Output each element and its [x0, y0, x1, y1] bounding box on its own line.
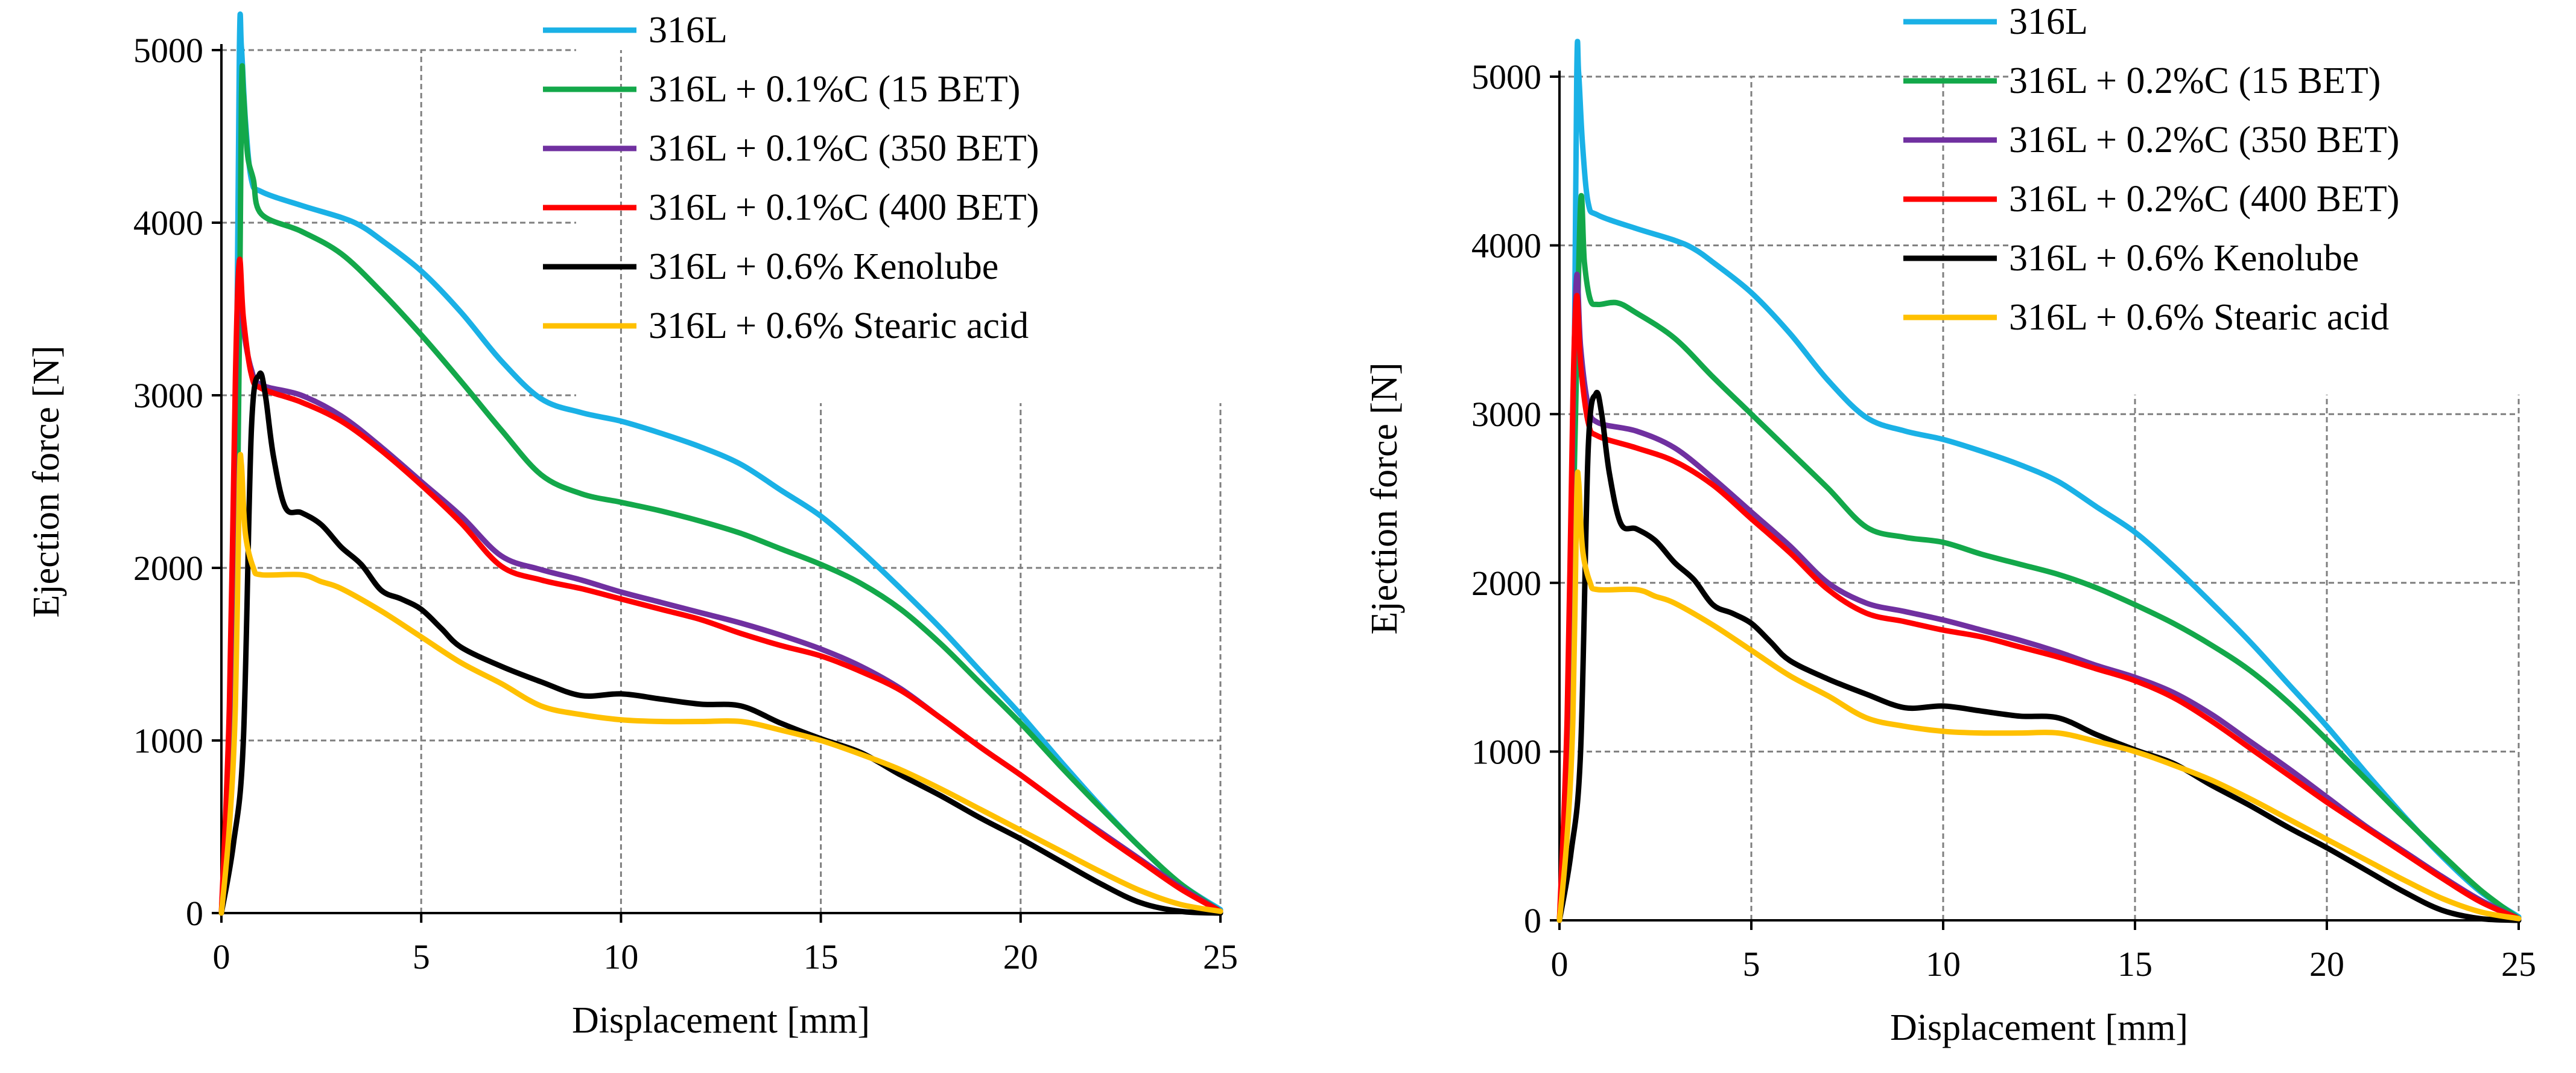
x-tick-label: 10 — [1926, 944, 1961, 984]
series-line — [218, 256, 1223, 916]
x-tick-label: 15 — [2118, 944, 2152, 984]
legend-label: 316L — [649, 10, 728, 51]
y-tick-label: 4000 — [133, 203, 203, 243]
legend: 316L 316L + 0.2%C (15 BET) 316L + 0.2%C (3… — [1903, 1, 2399, 338]
series-line — [1556, 293, 2522, 923]
y-tick-label: 3000 — [133, 376, 203, 415]
legend-label: 316L + 0.2%C (350 BET) — [2009, 119, 2399, 161]
series-line — [1556, 469, 2522, 923]
y-tick-label: 3000 — [1471, 395, 1541, 434]
series-lines — [1556, 39, 2522, 923]
series-line — [1556, 193, 2522, 923]
chart-left: 0 5 10 15 20 25 0 1000 2000 3000 4000 5000 Displacem… — [26, 10, 1238, 1041]
series-line — [218, 11, 1223, 916]
y-axis-label: Ejection force [N] — [26, 346, 67, 618]
series-line — [218, 261, 1223, 916]
y-tick-label: 0 — [1524, 901, 1541, 940]
y-tick-label: 1000 — [133, 721, 203, 760]
legend-label: 316L — [2009, 1, 2088, 42]
legend-label: 316L + 0.1%C (400 BET) — [649, 187, 1039, 228]
series-line — [1556, 39, 2522, 923]
series-line — [1556, 389, 2522, 923]
x-tick-label: 25 — [2501, 944, 2536, 984]
legend-label: 316L + 0.2%C (400 BET) — [2009, 179, 2399, 220]
x-tick-label: 25 — [1203, 937, 1238, 976]
x-tick-label: 20 — [2309, 944, 2344, 984]
legend-label: 316L + 0.1%C (15 BET) — [649, 69, 1020, 110]
y-axis-label: Ejection force [N] — [1364, 363, 1405, 635]
series-line — [218, 451, 1223, 916]
series-line — [218, 370, 1223, 916]
x-tick-label: 0 — [213, 937, 230, 976]
series-line — [1556, 272, 2522, 923]
y-tick-label: 2000 — [133, 549, 203, 588]
y-tick-label: 1000 — [1471, 732, 1541, 771]
legend: 316L 316L + 0.1%C (15 BET) 316L + 0.1%C (3… — [543, 10, 1039, 346]
legend-label: 316L + 0.1%C (350 BET) — [649, 128, 1039, 169]
x-tick-label: 5 — [413, 937, 430, 976]
x-tick-label: 5 — [1743, 944, 1760, 984]
legend-label: 316L + 0.6% Stearic acid — [2009, 297, 2389, 338]
x-tick-label: 15 — [804, 937, 839, 976]
legend-label: 316L + 0.6% Kenolube — [2009, 238, 2359, 279]
y-tick-label: 5000 — [1471, 57, 1541, 97]
x-axis-label: Displacement [mm] — [572, 1000, 870, 1041]
grid — [221, 49, 1222, 913]
series-line — [218, 63, 1223, 916]
y-tick-label: 2000 — [1471, 564, 1541, 603]
x-tick-label: 0 — [1551, 944, 1569, 984]
legend-label: 316L + 0.6% Stearic acid — [649, 305, 1029, 346]
y-tick-label: 0 — [186, 894, 203, 933]
y-tick-label: 4000 — [1471, 226, 1541, 266]
chart-right: 0 5 10 15 20 25 0 1000 2000 3000 4000 5000 Displacem… — [1364, 1, 2536, 1048]
x-tick-label: 10 — [603, 937, 638, 976]
x-axis-label: Displacement [mm] — [1890, 1007, 2188, 1048]
x-tick-label: 20 — [1003, 937, 1038, 976]
y-tick-label: 5000 — [133, 31, 203, 70]
legend-label: 316L + 0.6% Kenolube — [649, 246, 998, 287]
series-lines — [218, 11, 1223, 916]
grid — [1559, 75, 2520, 920]
legend-label: 316L + 0.2%C (15 BET) — [2009, 60, 2381, 101]
